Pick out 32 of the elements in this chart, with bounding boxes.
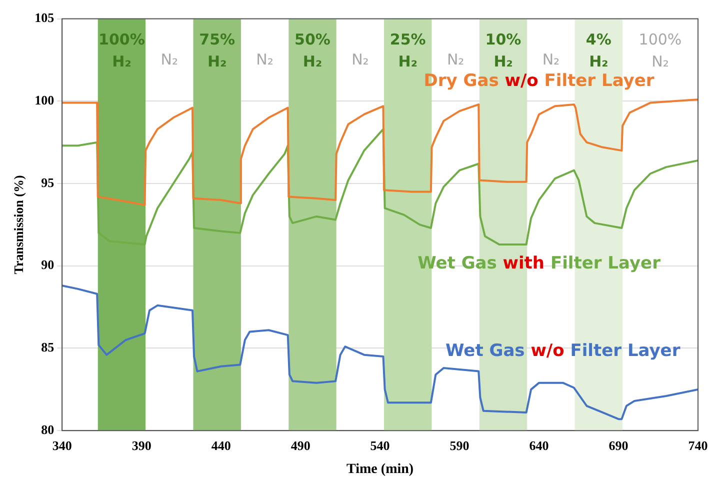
annotation: 100% N₂	[638, 30, 682, 71]
x-tick-label: 540	[370, 438, 390, 453]
y-tick-label: 95	[41, 174, 55, 190]
band-label: 25% H₂	[390, 30, 426, 71]
series-label: Wet Gas w/o Filter Layer	[446, 340, 681, 361]
y-tick-label: 100	[34, 92, 54, 108]
x-tick-label: 340	[52, 438, 72, 453]
x-tick-label: 640	[529, 438, 549, 453]
annotation: N₂	[446, 50, 464, 69]
series-label: Dry Gas w/o Filter Layer	[424, 70, 655, 91]
annotation: N₂	[352, 50, 369, 69]
y-axis-title: Transmission (%)	[11, 175, 26, 274]
band-label: 10% H₂	[485, 30, 522, 71]
annotation: N₂	[542, 50, 560, 69]
band-label: 4% H₂	[586, 30, 612, 71]
y-tick-label: 85	[41, 340, 55, 355]
x-tick-label: 590	[450, 438, 470, 453]
y-tick-label: 105	[34, 10, 55, 26]
y-tick-label: 80	[41, 422, 54, 437]
band-label: 50% H₂	[294, 30, 330, 71]
annotation: N₂	[160, 50, 178, 69]
series-label: Wet Gas with Filter Layer	[418, 254, 662, 274]
x-tick-label: 490	[290, 438, 310, 453]
y-tick-label: 90	[41, 257, 54, 272]
x-tick-label: 390	[132, 438, 152, 453]
x-tick-label: 690	[608, 438, 628, 453]
band-label: 75% H₂	[199, 30, 236, 71]
annotation: N₂	[256, 50, 274, 69]
x-tick-label: 440	[211, 438, 231, 453]
x-axis-title: Time (min)	[346, 462, 414, 478]
band-label: 100% H₂	[98, 30, 145, 71]
x-tick-label: 740	[688, 438, 708, 453]
